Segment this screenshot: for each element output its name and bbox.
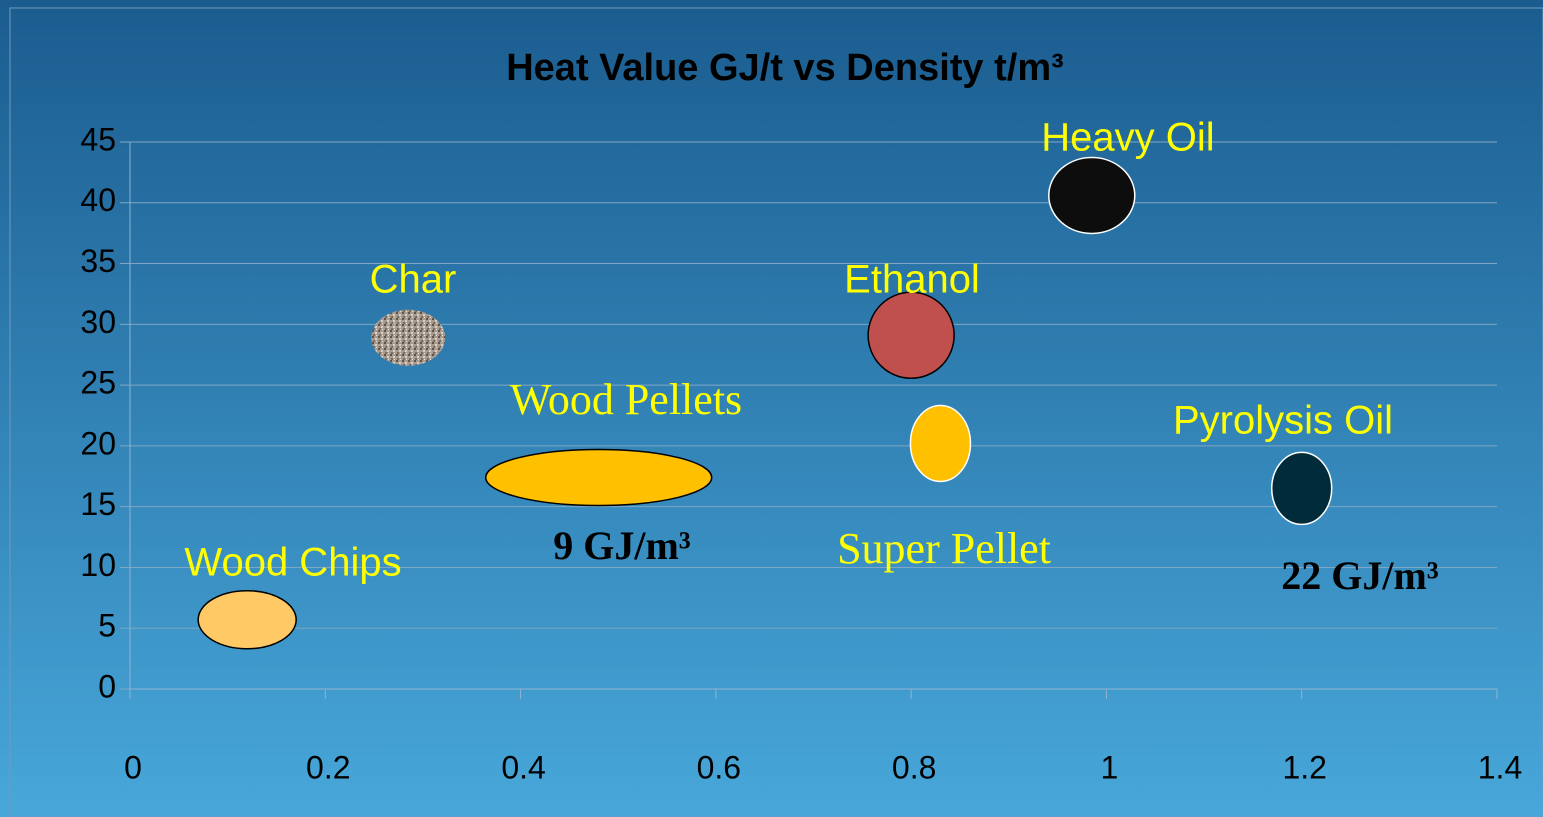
x-tick-label: 0.4	[501, 749, 545, 785]
data-point	[371, 310, 445, 366]
x-tick-label: 0.6	[697, 749, 741, 785]
point-label: Wood Chips	[184, 541, 401, 585]
data-point	[1272, 452, 1332, 524]
x-tick-label: 0.2	[306, 749, 350, 785]
y-tick-label: 5	[98, 608, 116, 644]
chart: Heat Value GJ/t vs Density t/m³ 05101520…	[0, 0, 1543, 817]
x-tick-label: 1	[1101, 749, 1119, 785]
y-tick-label: 35	[80, 243, 116, 279]
page: {"chart_data": { "type": "scatter", "tit…	[0, 0, 1543, 817]
point-label: Wood Pellets	[510, 375, 742, 424]
point-label: Heavy Oil	[1041, 116, 1214, 160]
point-label: Super Pellet	[837, 524, 1051, 573]
point-label: Char	[370, 258, 457, 302]
data-point	[198, 591, 296, 649]
x-tick-label: 0	[124, 749, 142, 785]
data-point	[910, 405, 970, 481]
x-tick-label: 1.2	[1282, 749, 1326, 785]
chart-title: Heat Value GJ/t vs Density t/m³	[506, 47, 1064, 89]
y-tick-label: 20	[80, 425, 116, 461]
x-tick-label: 1.4	[1478, 749, 1522, 785]
y-tick-label: 45	[80, 121, 116, 157]
y-tick-label: 15	[80, 486, 116, 522]
y-tick-label: 40	[80, 182, 116, 218]
annotation: 22 GJ/m³	[1281, 553, 1439, 598]
x-tick-label: 0.8	[892, 749, 936, 785]
annotation: 9 GJ/m³	[553, 523, 691, 568]
data-point	[1049, 157, 1135, 233]
data-point	[868, 292, 954, 378]
y-tick-label: 25	[80, 365, 116, 401]
y-tick-label: 10	[80, 547, 116, 583]
data-point	[486, 449, 712, 505]
point-label: Pyrolysis Oil	[1173, 399, 1393, 443]
y-tick-label: 0	[98, 668, 116, 704]
y-tick-label: 30	[80, 304, 116, 340]
point-label: Ethanol	[844, 258, 980, 302]
